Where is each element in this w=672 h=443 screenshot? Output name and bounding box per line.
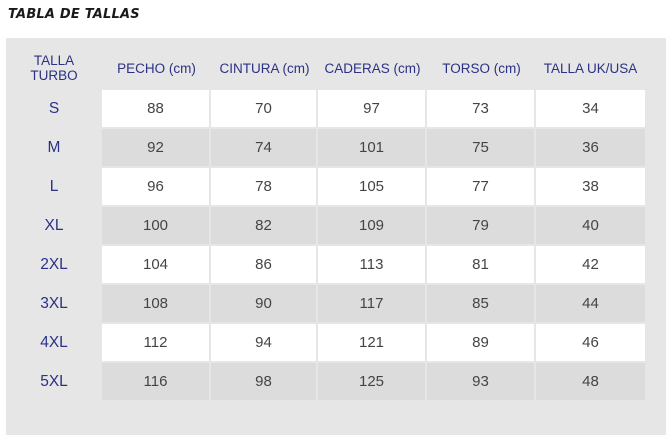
size-label: 3XL <box>6 283 102 322</box>
cell-cintura: 82 <box>211 205 318 244</box>
size-label: XL <box>6 205 102 244</box>
cell-pecho: 116 <box>102 361 211 400</box>
cell-pecho: 112 <box>102 322 211 361</box>
column-header-talla-turbo: TALLA TURBO <box>30 53 78 83</box>
column-header-pecho: PECHO (cm) <box>117 60 196 76</box>
cell-caderas: 117 <box>318 283 427 322</box>
column-header-torso: TORSO (cm) <box>442 60 521 76</box>
cell-torso: 75 <box>427 127 536 166</box>
cell-torso: 93 <box>427 361 536 400</box>
cell-pecho: 92 <box>102 127 211 166</box>
cell-pecho: 88 <box>102 88 211 127</box>
cell-caderas: 97 <box>318 88 427 127</box>
cell-pecho: 104 <box>102 244 211 283</box>
cell-pecho: 108 <box>102 283 211 322</box>
table-row: 5XL 116 98 125 93 48 <box>6 361 645 400</box>
size-label: M <box>6 127 102 166</box>
cell-cintura: 98 <box>211 361 318 400</box>
table-row: 4XL 112 94 121 89 46 <box>6 322 645 361</box>
cell-cintura: 70 <box>211 88 318 127</box>
cell-torso: 77 <box>427 166 536 205</box>
cell-torso: 89 <box>427 322 536 361</box>
table-row: M 92 74 101 75 36 <box>6 127 645 166</box>
cell-caderas: 101 <box>318 127 427 166</box>
size-label: 5XL <box>6 361 102 400</box>
table-header-row: TALLA TURBO PECHO (cm) CINTURA (cm) CADER… <box>6 48 645 88</box>
cell-caderas: 125 <box>318 361 427 400</box>
cell-caderas: 121 <box>318 322 427 361</box>
size-label: 4XL <box>6 322 102 361</box>
size-label: S <box>6 88 102 127</box>
cell-cintura: 74 <box>211 127 318 166</box>
cell-caderas: 105 <box>318 166 427 205</box>
column-header-talla-uk-usa: TALLA UK/USA <box>543 60 638 76</box>
cell-cintura: 78 <box>211 166 318 205</box>
cell-caderas: 109 <box>318 205 427 244</box>
cell-uk-usa: 34 <box>536 88 645 127</box>
column-header-cintura: CINTURA (cm) <box>219 60 310 76</box>
table-row: XL 100 82 109 79 40 <box>6 205 645 244</box>
cell-uk-usa: 44 <box>536 283 645 322</box>
cell-pecho: 100 <box>102 205 211 244</box>
cell-torso: 73 <box>427 88 536 127</box>
cell-torso: 85 <box>427 283 536 322</box>
table-row: S 88 70 97 73 34 <box>6 88 645 127</box>
size-chart-table: TALLA TURBO PECHO (cm) CINTURA (cm) CADER… <box>6 48 645 400</box>
cell-uk-usa: 46 <box>536 322 645 361</box>
table-row: 3XL 108 90 117 85 44 <box>6 283 645 322</box>
cell-uk-usa: 36 <box>536 127 645 166</box>
cell-uk-usa: 42 <box>536 244 645 283</box>
cell-uk-usa: 48 <box>536 361 645 400</box>
cell-cintura: 94 <box>211 322 318 361</box>
cell-pecho: 96 <box>102 166 211 205</box>
cell-torso: 79 <box>427 205 536 244</box>
column-header-caderas: CADERAS (cm) <box>324 60 421 76</box>
cell-uk-usa: 38 <box>536 166 645 205</box>
cell-torso: 81 <box>427 244 536 283</box>
cell-cintura: 86 <box>211 244 318 283</box>
table-row: 2XL 104 86 113 81 42 <box>6 244 645 283</box>
table-row: L 96 78 105 77 38 <box>6 166 645 205</box>
size-label: 2XL <box>6 244 102 283</box>
cell-cintura: 90 <box>211 283 318 322</box>
cell-caderas: 113 <box>318 244 427 283</box>
cell-uk-usa: 40 <box>536 205 645 244</box>
size-chart-panel: TALLA TURBO PECHO (cm) CINTURA (cm) CADER… <box>6 38 666 435</box>
page-title: TABLA DE TALLAS <box>8 7 140 22</box>
size-label: L <box>6 166 102 205</box>
